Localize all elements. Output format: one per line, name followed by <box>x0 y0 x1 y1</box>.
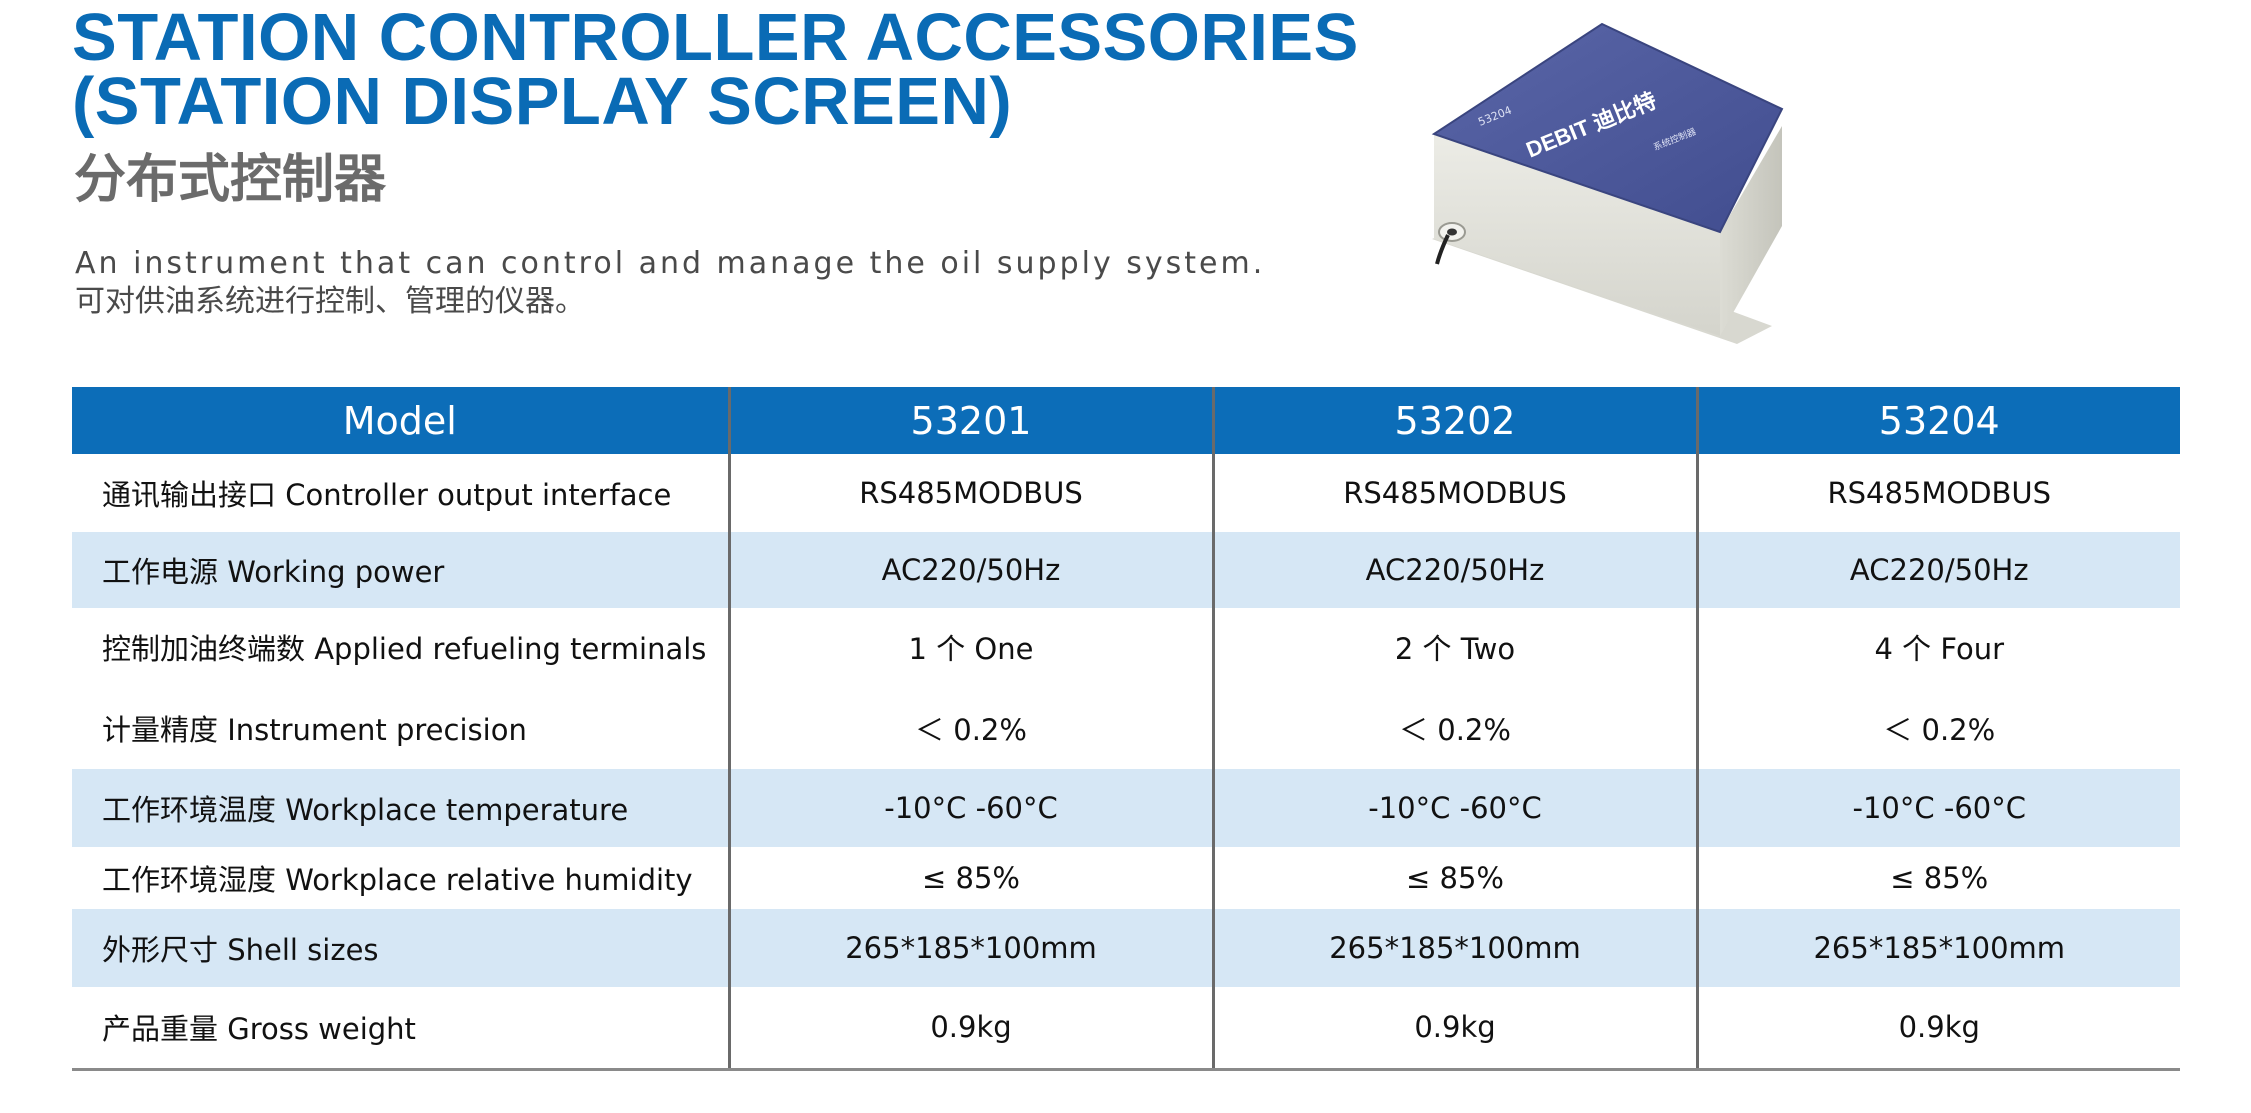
row-label: 通讯输出接口 Controller output interface <box>102 478 672 512</box>
cell-value: 2 个 Two <box>1211 608 1697 686</box>
description-chinese: 可对供油系统进行控制、管理的仪器。 <box>75 284 585 319</box>
row-label: 计量精度 Instrument precision <box>102 712 527 747</box>
cell-value: RS485MODBUS <box>727 454 1213 532</box>
row-label: 工作环境湿度 Workplace relative humidity <box>102 863 693 897</box>
cell-value: 4 个 Four <box>1695 608 2180 686</box>
table-row: 工作环境温度 Workplace temperature -10°C -60°C… <box>72 769 2180 847</box>
description-english: An instrument that can control and manag… <box>75 246 1266 281</box>
cell-value: RS485MODBUS <box>1211 454 1697 532</box>
title-line-1: STATION CONTROLLER ACCESSORIES <box>72 0 1359 75</box>
table-row: 通讯输出接口 Controller output interface RS485… <box>72 454 2180 532</box>
cell-value: 0.9kg <box>1211 987 1697 1071</box>
cell-value: -10°C -60°C <box>1211 769 1697 847</box>
enclosure-side-face <box>1720 126 1782 336</box>
page-title: STATION CONTROLLER ACCESSORIES (STATION … <box>72 4 1359 135</box>
cell-value: AC220/50Hz <box>727 532 1213 608</box>
product-image: DEBIT 迪比特 系统控制器 53204 <box>1382 14 1802 354</box>
table-row: 计量精度 Instrument precision ＜ 0.2% ＜ 0.2% … <box>72 686 2180 769</box>
header-53204: 53204 <box>1695 387 2180 454</box>
cell-value: ≤ 85% <box>1695 847 2180 909</box>
enclosure-lid <box>1431 22 1784 234</box>
cell-value: 0.9kg <box>727 987 1213 1071</box>
cell-value: ＜ 0.2% <box>1695 686 2180 769</box>
cell-value: -10°C -60°C <box>1695 769 2180 847</box>
table-row: 工作电源 Working power AC220/50Hz AC220/50Hz… <box>72 532 2180 608</box>
header-53202: 53202 <box>1211 387 1697 454</box>
enclosure-front-face <box>1434 134 1720 336</box>
cell-value: ＜ 0.2% <box>1211 686 1697 769</box>
cell-value: AC220/50Hz <box>1211 532 1697 608</box>
row-label: 产品重量 Gross weight <box>72 987 729 1071</box>
table-row: 产品重量 Gross weight 0.9kg 0.9kg 0.9kg <box>72 987 2180 1071</box>
row-label: 控制加油终端数 Applied refueling terminals <box>102 632 707 666</box>
cell-value: 265*185*100mm <box>727 909 1213 987</box>
cable-gland-icon <box>1435 222 1466 265</box>
header-53201: 53201 <box>727 387 1213 454</box>
header-model: Model <box>72 387 729 454</box>
cell-value: -10°C -60°C <box>727 769 1213 847</box>
cell-value: RS485MODBUS <box>1695 454 2180 532</box>
cell-value: AC220/50Hz <box>1695 532 2180 608</box>
subtitle-chinese: 分布式控制器 <box>74 150 387 210</box>
table-row: 控制加油终端数 Applied refueling terminals 1 个 … <box>72 608 2180 686</box>
row-label: 外形尺寸 Shell sizes <box>72 909 729 987</box>
table-header-row: Model 53201 53202 53204 <box>72 387 2180 454</box>
table-row: 工作环境湿度 Workplace relative humidity ≤ 85%… <box>72 847 2180 909</box>
table-row: 外形尺寸 Shell sizes 265*185*100mm 265*185*1… <box>72 909 2180 987</box>
row-label: 工作环境温度 Workplace temperature <box>72 769 729 847</box>
cell-value: 265*185*100mm <box>1695 909 2180 987</box>
cell-value: 265*185*100mm <box>1211 909 1697 987</box>
row-label: 工作电源 Working power <box>72 532 729 608</box>
title-line-2: (STATION DISPLAY SCREEN) <box>72 64 1013 139</box>
cell-value: 1 个 One <box>727 608 1213 686</box>
cell-value: ＜ 0.2% <box>727 686 1213 769</box>
spec-table: Model 53201 53202 53204 通讯输出接口 Controlle… <box>72 387 2180 1071</box>
cell-value: ≤ 85% <box>1211 847 1697 909</box>
cell-value: ≤ 85% <box>727 847 1213 909</box>
cell-value: 0.9kg <box>1695 987 2180 1071</box>
